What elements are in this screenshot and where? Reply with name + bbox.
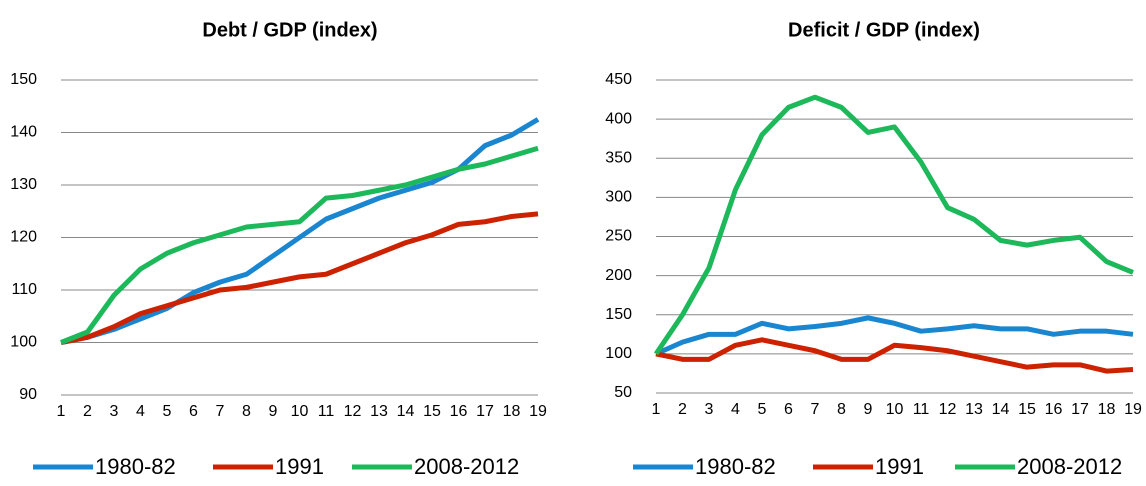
series-line bbox=[60, 211, 539, 345]
x-tick-label: 11 bbox=[913, 401, 930, 418]
x-tick-label: 3 bbox=[110, 403, 119, 420]
x-tick-label: 17 bbox=[1071, 401, 1089, 418]
chart-title: Debt / GDP (index) bbox=[202, 19, 377, 41]
y-tick-label: 110 bbox=[11, 281, 37, 298]
legend-label: 2008-2012 bbox=[1017, 454, 1122, 479]
x-tick-label: 15 bbox=[423, 403, 441, 420]
x-tick-label: 11 bbox=[318, 403, 335, 420]
x-tick-label: 8 bbox=[242, 403, 251, 420]
x-tick-label: 17 bbox=[476, 403, 494, 420]
y-tick-label: 140 bbox=[10, 124, 37, 141]
x-tick-label: 10 bbox=[291, 403, 309, 420]
x-tick-label: 2 bbox=[678, 401, 687, 418]
chart-title: Deficit / GDP (index) bbox=[788, 19, 980, 41]
legend-label: 1980-82 bbox=[95, 454, 176, 479]
x-tick-label: 2 bbox=[83, 403, 92, 420]
x-tick-label: 3 bbox=[705, 401, 714, 418]
x-tick-label: 5 bbox=[758, 401, 767, 418]
x-tick-label: 1 bbox=[652, 401, 661, 418]
x-tick-label: 18 bbox=[1098, 401, 1116, 418]
x-tick-label: 14 bbox=[992, 401, 1010, 418]
y-tick-label: 100 bbox=[605, 345, 632, 362]
x-tick-label: 14 bbox=[397, 403, 415, 420]
series-line bbox=[655, 337, 1134, 374]
y-tick-label: 250 bbox=[605, 228, 632, 245]
y-tick-label: 400 bbox=[605, 110, 632, 127]
y-tick-label: 100 bbox=[10, 334, 37, 351]
y-tick-label: 150 bbox=[605, 306, 632, 323]
x-tick-label: 4 bbox=[136, 403, 145, 420]
y-tick-label: 350 bbox=[605, 149, 632, 166]
x-tick-label: 9 bbox=[864, 401, 873, 418]
x-tick-label: 6 bbox=[189, 403, 198, 420]
series-line bbox=[60, 145, 539, 345]
x-tick-label: 16 bbox=[1045, 401, 1063, 418]
y-tick-label: 300 bbox=[605, 189, 632, 206]
x-tick-label: 12 bbox=[939, 401, 957, 418]
legend-label: 1991 bbox=[275, 454, 324, 479]
x-tick-label: 8 bbox=[837, 401, 846, 418]
x-tick-label: 4 bbox=[731, 401, 740, 418]
x-tick-label: 13 bbox=[370, 403, 388, 420]
x-tick-label: 15 bbox=[1018, 401, 1036, 418]
x-tick-label: 6 bbox=[784, 401, 793, 418]
legend-label: 2008-2012 bbox=[414, 454, 519, 479]
x-tick-label: 10 bbox=[886, 401, 904, 418]
x-tick-label: 18 bbox=[503, 403, 521, 420]
x-tick-label: 7 bbox=[216, 403, 225, 420]
legend-label: 1980-82 bbox=[695, 454, 776, 479]
y-tick-label: 200 bbox=[605, 267, 632, 284]
series-line bbox=[60, 117, 540, 345]
x-tick-label: 1 bbox=[57, 403, 66, 420]
x-tick-label: 13 bbox=[965, 401, 983, 418]
y-tick-label: 150 bbox=[10, 71, 37, 88]
legend-label: 1991 bbox=[875, 454, 924, 479]
y-tick-label: 120 bbox=[10, 229, 37, 246]
x-tick-label: 16 bbox=[450, 403, 468, 420]
x-tick-label: 9 bbox=[269, 403, 278, 420]
y-tick-label: 90 bbox=[19, 386, 37, 403]
series-line bbox=[653, 94, 1134, 356]
y-tick-label: 50 bbox=[614, 384, 632, 401]
series-line bbox=[654, 315, 1134, 357]
y-tick-label: 130 bbox=[10, 176, 37, 193]
x-tick-label: 12 bbox=[344, 403, 362, 420]
x-tick-label: 19 bbox=[1124, 401, 1142, 418]
x-tick-label: 7 bbox=[811, 401, 820, 418]
x-tick-label: 5 bbox=[163, 403, 172, 420]
y-tick-label: 450 bbox=[605, 71, 632, 88]
x-tick-label: 19 bbox=[529, 403, 547, 420]
